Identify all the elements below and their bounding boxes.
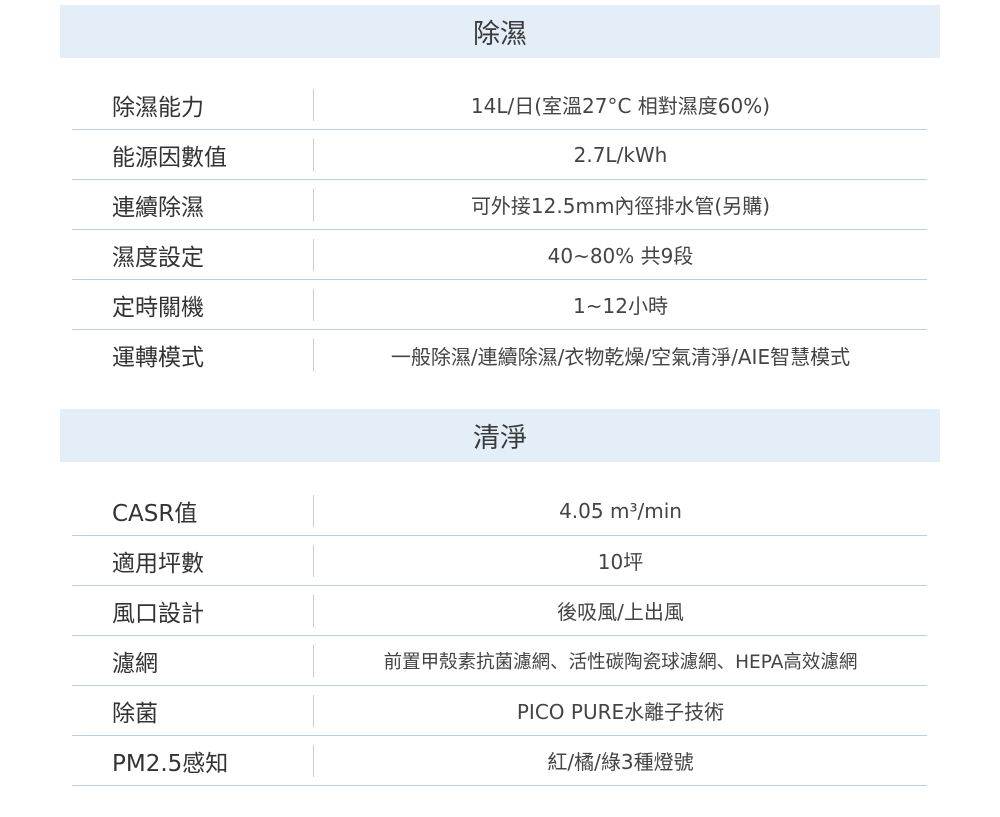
- spec-label: 連續除濕: [112, 194, 204, 221]
- spec-label: 除菌: [112, 700, 158, 727]
- spec-value: 可外接12.5mm內徑排水管(另購): [470, 194, 771, 218]
- spec-label: 濕度設定: [112, 244, 204, 271]
- table-row: 連續除濕 可外接12.5mm內徑排水管(另購): [72, 180, 927, 230]
- divider: [313, 138, 314, 171]
- divider: [313, 238, 314, 271]
- table-row: 適用坪數 10坪: [72, 536, 927, 586]
- table-row: 除濕能力 14L/日(室溫27°C 相對濕度60%): [72, 80, 927, 130]
- section-header-dehumidify: 除濕: [60, 5, 940, 58]
- dehumidify-spec-table: 除濕能力 14L/日(室溫27°C 相對濕度60%) 能源因數值 2.7L/kWh …: [72, 80, 927, 380]
- spec-value: 2.7L/kWh: [573, 142, 668, 167]
- spec-value: 一般除濕/連續除濕/衣物乾燥/空氣清淨/AIE智慧模式: [390, 344, 851, 369]
- divider: [313, 694, 314, 727]
- divider: [313, 339, 314, 371]
- section-header-purify: 清淨: [60, 409, 940, 462]
- divider: [313, 188, 314, 221]
- spec-label: 適用坪數: [112, 550, 204, 577]
- spec-value: 10坪: [597, 550, 644, 574]
- spec-label: CASR值: [112, 500, 198, 527]
- spec-value: 紅/橘/綠3種燈號: [547, 750, 694, 774]
- spec-value: 14L/日(室溫27°C 相對濕度60%): [470, 94, 771, 118]
- divider: [313, 494, 314, 527]
- table-row: 風口設計 後吸風/上出風: [72, 586, 927, 636]
- spec-value: 4.05 m³/min: [559, 498, 682, 523]
- spec-value: PICO PURE水離子技術: [516, 700, 725, 724]
- spec-label: 運轉模式: [112, 345, 204, 371]
- divider: [313, 544, 314, 577]
- divider: [313, 594, 314, 627]
- table-row: 定時關機 1~12小時: [72, 280, 927, 330]
- spec-label: 定時關機: [112, 294, 204, 321]
- spec-label: 濾網: [112, 650, 158, 677]
- divider: [313, 644, 314, 677]
- table-row: 運轉模式 一般除濕/連續除濕/衣物乾燥/空氣清淨/AIE智慧模式: [72, 330, 927, 380]
- divider: [313, 88, 314, 121]
- table-row: CASR值 4.05 m³/min: [72, 486, 927, 536]
- table-row: 濾網 前置甲殼素抗菌濾網、活性碳陶瓷球濾網、HEPA高效濾網: [72, 636, 927, 686]
- spec-label: 除濕能力: [112, 94, 204, 121]
- spec-value: 40~80% 共9段: [547, 244, 694, 268]
- table-row: PM2.5感知 紅/橘/綠3種燈號: [72, 736, 927, 786]
- divider: [313, 288, 314, 321]
- purify-spec-table: CASR值 4.05 m³/min 適用坪數 10坪 風口設計 後吸風/上出風 濾網 前…: [72, 486, 927, 786]
- spec-label: PM2.5感知: [112, 750, 229, 777]
- table-row: 除菌 PICO PURE水離子技術: [72, 686, 927, 736]
- spec-label: 能源因數值: [112, 144, 227, 171]
- spec-value: 1~12小時: [573, 294, 668, 318]
- divider: [313, 744, 314, 777]
- table-row: 能源因數值 2.7L/kWh: [72, 130, 927, 180]
- spec-label: 風口設計: [112, 600, 204, 627]
- spec-value: 後吸風/上出風: [557, 600, 684, 624]
- spec-value: 前置甲殼素抗菌濾網、活性碳陶瓷球濾網、HEPA高效濾網: [383, 651, 858, 673]
- table-row: 濕度設定 40~80% 共9段: [72, 230, 927, 280]
